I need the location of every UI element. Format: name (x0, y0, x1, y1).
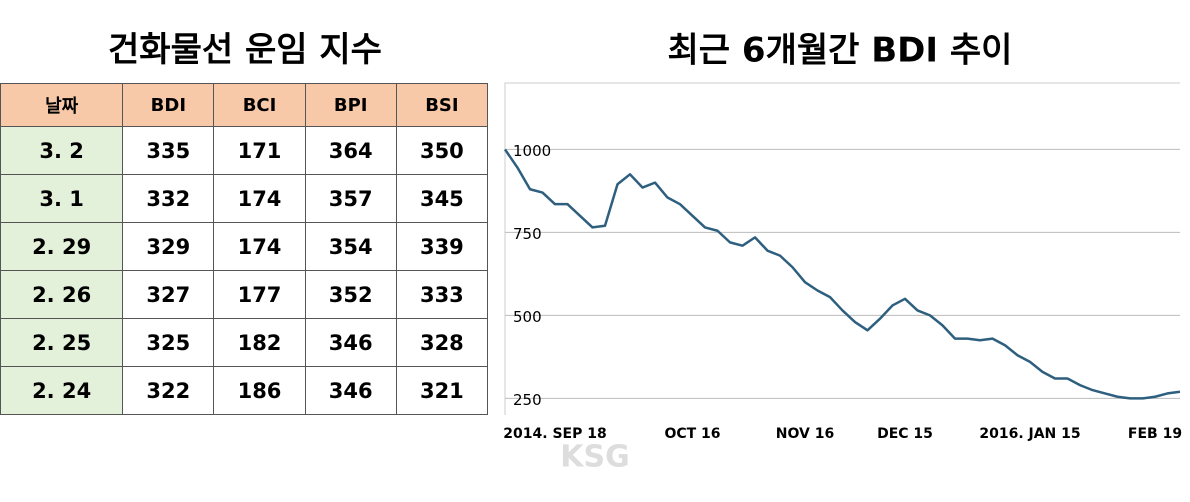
x-tick-label: 2014. SEP 18 (503, 426, 606, 442)
cell: 2. 25 (0, 318, 124, 367)
row: 2. 29 329 174 354 339 (0, 222, 489, 271)
cell: 357 (304, 174, 397, 223)
table-title: 건화물선 운임 지수 (108, 30, 382, 70)
cell: 364 (304, 126, 397, 175)
row: 2. 25 325 182 346 328 (0, 318, 489, 367)
cell: 3. 1 (0, 174, 124, 223)
cell: 328 (395, 318, 489, 367)
header-row: 날짜 BDI BCI BPI BSI (0, 83, 489, 127)
header-cell: BSI (395, 83, 489, 127)
cell: 186 (213, 366, 306, 415)
x-tick-label: DEC 15 (877, 426, 933, 442)
cell: 3. 2 (0, 126, 124, 175)
table: 날짜 BDI BCI BPI BSI 3. 2 335 171 364 350 3. 1 332 174… (0, 83, 489, 415)
cell: 171 (213, 126, 306, 175)
cell: 332 (122, 174, 215, 223)
cell: 325 (122, 318, 215, 367)
cell: 322 (122, 366, 215, 415)
cell: 352 (304, 270, 397, 319)
header-cell: BPI (304, 83, 397, 127)
x-tick-label: OCT 16 (664, 426, 720, 442)
x-tick-label: NOV 16 (776, 426, 834, 442)
cell: 346 (304, 366, 397, 415)
plot-frame (504, 82, 1180, 415)
y-tick-label: 500 (513, 308, 542, 326)
x-tick-label: 2016. JAN 15 (979, 426, 1080, 442)
row: 2. 24 322 186 346 321 (0, 366, 489, 415)
cell: 182 (213, 318, 306, 367)
chart-title: 최근 6개월간 BDI 추이 (668, 31, 1013, 71)
cell: 335 (122, 126, 215, 175)
cell: 339 (395, 222, 489, 271)
line (503, 148, 1181, 400)
cell: 174 (213, 222, 306, 271)
cell: 321 (395, 366, 489, 415)
watermark: KSG (560, 440, 629, 475)
header-cell: 날짜 (0, 83, 124, 127)
y-tick-label: 1000 (513, 142, 551, 160)
header-cell: BDI (122, 83, 215, 127)
cell: 350 (395, 126, 489, 175)
row: 3. 1 332 174 357 345 (0, 174, 489, 223)
cell: 2. 29 (0, 222, 124, 271)
row: 2. 26 327 177 352 333 (0, 270, 489, 319)
y-tick-label: 250 (513, 391, 542, 409)
y-tick-label: 750 (513, 225, 542, 243)
row: 3. 2 335 171 364 350 (0, 126, 489, 175)
cell: 174 (213, 174, 306, 223)
cell: 333 (395, 270, 489, 319)
x-tick-label: FEB 19 (1128, 426, 1182, 442)
cell: 345 (395, 174, 489, 223)
cell: 2. 24 (0, 366, 124, 415)
